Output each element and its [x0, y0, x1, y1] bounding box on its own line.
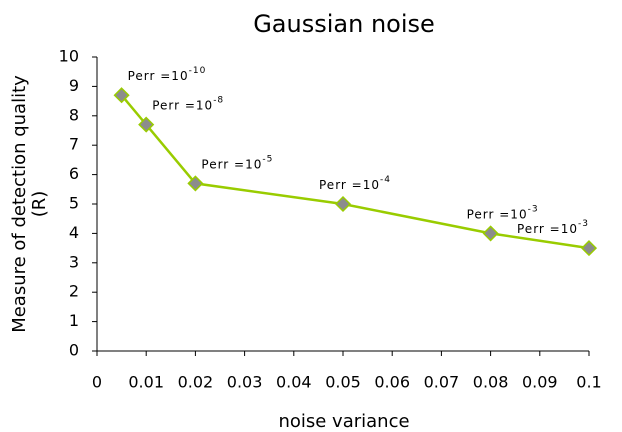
annotation-text: Perr =10	[152, 98, 213, 112]
x-tick-label: 0.02	[178, 373, 214, 392]
marker	[138, 116, 155, 133]
x-tick-label: 0	[92, 373, 102, 392]
y-axis-label: (R)	[29, 191, 50, 218]
y-tick-label: 1	[69, 311, 79, 330]
marker	[187, 175, 204, 192]
annotation-text: Perr =10	[467, 207, 528, 221]
y-tick-label: 8	[69, 105, 79, 124]
annotation: Perr =10-10	[128, 66, 207, 83]
x-tick-label: 0.08	[473, 373, 509, 392]
x-tick-label: 0.05	[325, 373, 361, 392]
marker	[113, 87, 130, 104]
annotation: Perr =10-3	[517, 219, 589, 236]
y-axis-label: Measure of detection quality	[9, 75, 30, 333]
annotation: Perr =10-3	[467, 204, 539, 221]
x-tick-label: 0.09	[522, 373, 558, 392]
y-tick-label: 7	[69, 135, 79, 154]
annotation: Perr =10-5	[201, 154, 273, 171]
y-tick-label: 10	[59, 47, 79, 66]
y-tick-label: 4	[69, 223, 79, 242]
annotation: Perr =10-8	[152, 95, 224, 112]
y-tick-label: 9	[69, 76, 79, 95]
annotation-exponent: -5	[262, 154, 273, 164]
annotation-text: Perr =10	[201, 157, 262, 171]
x-tick-label: 0.03	[227, 373, 263, 392]
y-tick-label: 6	[69, 164, 79, 183]
y-tick-label: 0	[69, 341, 79, 360]
x-tick-label: 0.07	[424, 373, 460, 392]
chart-title: Gaussian noise	[253, 10, 435, 38]
y-tick-label: 3	[69, 252, 79, 271]
x-tick-label: 0.01	[128, 373, 164, 392]
marker	[580, 240, 598, 257]
marker	[334, 195, 352, 213]
x-axis-label: noise variance	[278, 411, 409, 432]
series-line	[120, 94, 590, 250]
x-tick-label: 0.04	[276, 373, 312, 392]
marker	[482, 225, 499, 242]
annotation: Perr =10-4	[319, 175, 391, 192]
y-tick-label: 5	[69, 194, 79, 213]
annotation-exponent: -4	[380, 175, 391, 185]
x-tick-label: 0.06	[374, 373, 410, 392]
x-tick-label: 0.1	[576, 373, 601, 392]
annotation-exponent: -3	[578, 219, 589, 229]
annotation-text: Perr =10	[319, 178, 380, 192]
annotation-exponent: -3	[528, 204, 539, 214]
annotation-text: Perr =10	[517, 222, 578, 236]
annotation-exponent: -8	[213, 95, 224, 105]
annotation-exponent: -10	[189, 66, 207, 76]
y-tick-label: 2	[69, 282, 79, 301]
annotation-text: Perr =10	[128, 69, 189, 83]
